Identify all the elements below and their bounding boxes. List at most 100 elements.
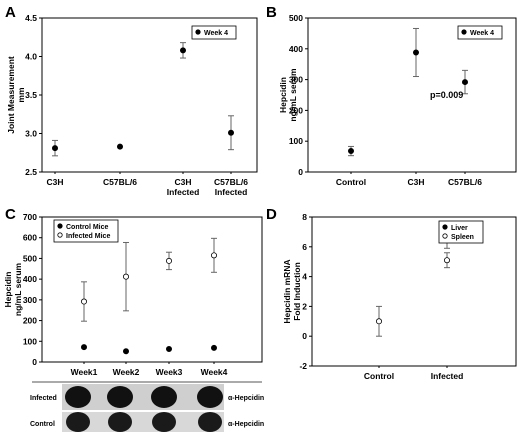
y-axis-label: Hepcidin: [3, 272, 13, 308]
y-tick-label: 6: [302, 242, 307, 252]
x-tick-label: Week4: [201, 367, 228, 377]
y-tick-label: 4.5: [25, 13, 37, 23]
legend-marker: [442, 224, 448, 230]
y-tick-label: 400: [23, 274, 37, 284]
blot-antibody-label-control: α-Hepcidin: [228, 421, 264, 428]
x-tick-label: Infected: [431, 371, 464, 381]
blot-band-control-4: [198, 412, 222, 432]
x-tick-label: C3H Infected: [167, 177, 200, 197]
y-tick-label: 200: [23, 316, 37, 326]
x-tick-label: C57BL/6 Infected: [214, 177, 248, 197]
legend-label: Infected Mice: [66, 233, 110, 240]
legend-label: Control Mice: [66, 224, 108, 231]
legend-box: [438, 220, 484, 244]
blot-band-infected-2: [107, 386, 133, 408]
x-tick-label: C57BL/6: [103, 177, 137, 187]
y-axis-label: Hepcidin mRNA: [282, 259, 292, 323]
x-tick-label: Control: [364, 371, 394, 381]
x-tick-label: Week2: [113, 367, 140, 377]
data-point-week-4: [179, 47, 186, 54]
y-tick-label: 3.0: [25, 129, 37, 139]
y-tick-label: 700: [23, 212, 37, 222]
legend-marker: [57, 223, 63, 229]
legend-box: [457, 25, 503, 40]
x-tick-label: C3H: [407, 177, 424, 187]
data-point-week-4: [117, 143, 124, 150]
y-axis-label: ng/mL serum: [288, 68, 298, 122]
y-tick-label: 400: [289, 44, 303, 54]
legend-marker: [442, 233, 448, 239]
data-point-week-4: [227, 129, 234, 136]
y-tick-label: 200: [289, 105, 303, 115]
data-point-week-4: [412, 49, 419, 56]
data-point-spleen: [375, 318, 382, 325]
x-tick-label: C3H: [46, 177, 63, 187]
legend-box: [191, 25, 237, 40]
y-axis-label: ng/mL serum: [13, 262, 23, 316]
y-axis-label: Joint Measurement: [6, 56, 16, 134]
data-point-infected-mice: [123, 273, 130, 280]
data-point-week-4: [461, 79, 468, 86]
data-point-week-4: [347, 148, 354, 155]
blot-band-infected-4: [197, 386, 223, 408]
data-point-week-4: [52, 145, 59, 152]
plot-frame-3: [311, 216, 517, 367]
y-tick-label: 4.0: [25, 52, 37, 62]
y-tick-label: 600: [23, 233, 37, 243]
legend-marker: [57, 232, 63, 238]
legend-label: Week 4: [204, 30, 228, 37]
y-tick-label: 100: [289, 136, 303, 146]
blot-antibody-label-infected: α-Hepcidin: [228, 395, 264, 402]
y-tick-label: 300: [289, 75, 303, 85]
data-point-control-mice: [210, 344, 217, 351]
blot-strip-control: [62, 412, 224, 432]
western-blot: Infected Control α-Hepcidin α-Hepcidin: [30, 381, 264, 432]
panel-letter-d: D: [266, 206, 277, 223]
y-tick-label: 0: [32, 357, 37, 367]
legend-label: Liver: [451, 225, 468, 232]
data-point-spleen: [443, 257, 450, 264]
panel-letter-c: C: [5, 206, 16, 223]
y-tick-label: 100: [23, 336, 37, 346]
y-tick-label: 2: [302, 301, 307, 311]
blot-band-control-2: [108, 412, 132, 432]
p-value-annotation: p=0.009: [430, 90, 463, 100]
blot-band-infected-3: [151, 386, 177, 408]
x-tick-label: Control: [336, 177, 366, 187]
blot-row-label-control: Control: [30, 421, 55, 428]
data-point-control-mice: [123, 348, 130, 355]
y-tick-label: -2: [299, 361, 307, 371]
y-axis-label: Hepcidin: [278, 77, 288, 113]
legend-marker: [461, 29, 467, 35]
legend-box: [53, 219, 119, 243]
blot-band-control-3: [152, 412, 176, 432]
y-tick-label: 500: [23, 253, 37, 263]
panel-c: C 0 100 200 300 400 500 600 700 Week1 Week2 Week3 W…: [3, 206, 264, 432]
y-tick-label: 4: [302, 272, 307, 282]
panel-letter-a: A: [5, 4, 16, 21]
y-tick-label: 3.5: [25, 90, 37, 100]
legend-label: Week 4: [470, 30, 494, 37]
y-axis-label: mm: [16, 87, 26, 103]
y-tick-label: 8: [302, 212, 307, 222]
legend-marker: [195, 29, 201, 35]
y-axis-label: Fold Induction: [292, 262, 302, 321]
y-tick-label: 300: [23, 295, 37, 305]
x-tick-label: C57BL/6: [448, 177, 482, 187]
y-tick-label: 500: [289, 13, 303, 23]
x-tick-label: Week3: [156, 367, 183, 377]
x-tick-label: Week1: [71, 367, 98, 377]
blot-row-label-infected: Infected: [30, 395, 57, 402]
y-tick-label: 0: [302, 331, 307, 341]
legend-label: Spleen: [451, 234, 474, 241]
panel-letter-b: B: [266, 4, 277, 21]
plot-frame-0: [41, 17, 258, 173]
blot-band-infected-1: [65, 386, 91, 408]
data-point-control-mice: [81, 344, 88, 351]
plot-frame-1: [307, 17, 517, 173]
y-tick-label: 0: [298, 167, 303, 177]
data-point-control-mice: [165, 345, 172, 352]
y-tick-label: 2.5: [25, 167, 37, 177]
data-point-infected-mice: [210, 252, 217, 259]
